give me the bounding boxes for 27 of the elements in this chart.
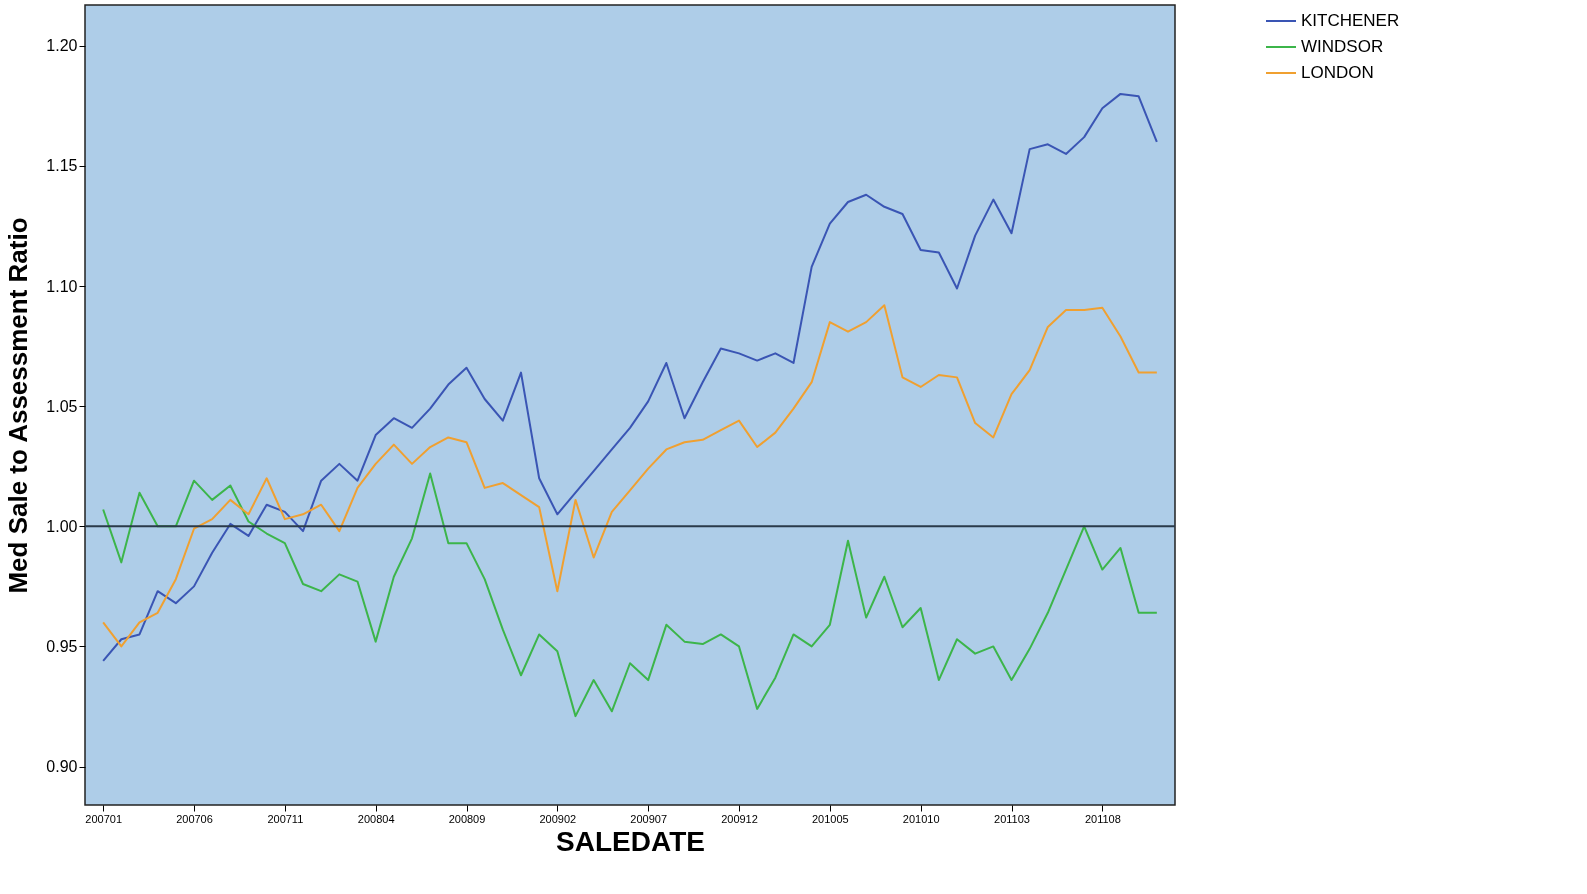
x-tick-label: 200907 xyxy=(630,812,668,825)
x-tick-label: 200809 xyxy=(448,812,486,825)
y-tick-label: 1.10 xyxy=(46,277,78,295)
x-tick-label: 200706 xyxy=(176,812,213,825)
x-tick-label: 200701 xyxy=(85,812,123,825)
y-tick-label: 0.95 xyxy=(46,637,78,655)
legend-label: WINDSOR xyxy=(1301,37,1384,56)
x-tick-label: 200912 xyxy=(721,812,758,825)
line-series xyxy=(102,472,1158,718)
x-axis-title: SALEDATE xyxy=(556,825,705,857)
x-tick-label: 200902 xyxy=(539,812,577,825)
y-tick-label: 0.90 xyxy=(46,758,78,776)
legend-label: KITCHENER xyxy=(1301,11,1400,30)
y-axis-title: Med Sale to Assessment Ratio xyxy=(3,217,34,594)
line-series xyxy=(102,92,1158,662)
y-tick-label: 1.15 xyxy=(46,157,78,175)
x-tick-label: 201010 xyxy=(902,812,940,825)
line-series xyxy=(102,304,1158,648)
y-tick-label: 1.20 xyxy=(46,37,78,55)
x-tick-label: 201103 xyxy=(994,812,1030,825)
x-tick-label: 201005 xyxy=(811,812,849,825)
x-tick-label: 201108 xyxy=(1084,812,1121,825)
x-tick-label: 200804 xyxy=(357,812,395,825)
y-tick-label: 1.00 xyxy=(46,517,78,535)
legend-label: LONDON xyxy=(1301,63,1374,82)
y-tick-label: 1.05 xyxy=(46,397,78,415)
x-tick-label: 200711 xyxy=(267,812,304,825)
